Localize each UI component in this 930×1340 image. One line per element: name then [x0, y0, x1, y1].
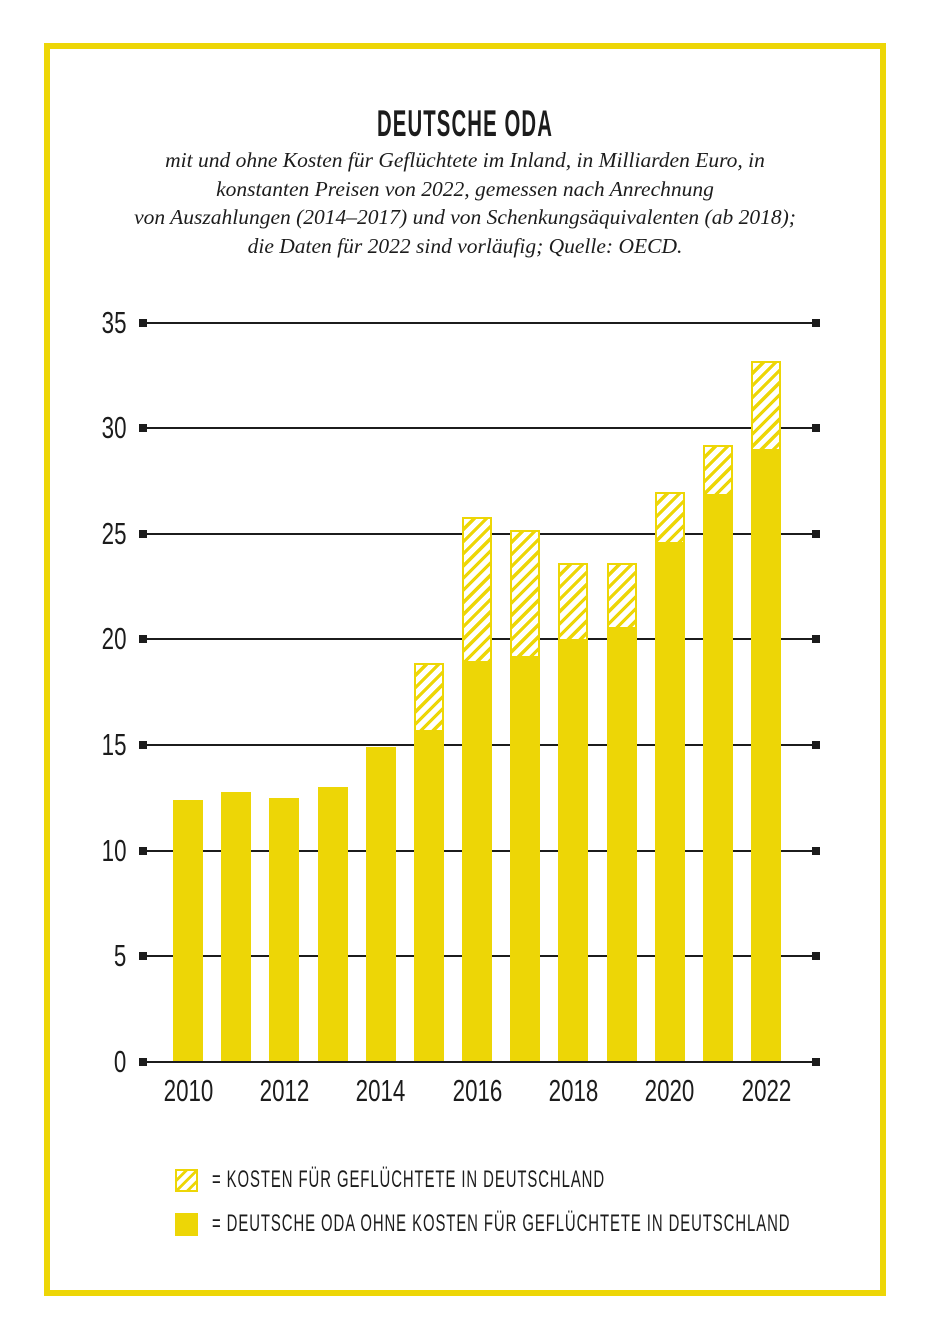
- gridline-stroke: [143, 321, 816, 324]
- gridline-end-marker: [812, 741, 820, 750]
- bar-2021-refugee-costs: [702, 445, 733, 496]
- x-axis-label-text: 2012: [259, 1073, 310, 1108]
- bar-2011-oda-base: [221, 791, 252, 1062]
- gridline-end-marker: [812, 529, 820, 538]
- x-axis-label: 2014: [336, 1074, 426, 1108]
- bar-2016-refugee-costs: [462, 516, 493, 663]
- y-axis-label-text: 15: [101, 727, 126, 763]
- y-axis-label: 10: [40, 832, 126, 868]
- chart-title: DEUTSCHE ODA: [0, 103, 930, 145]
- gridline: [139, 424, 820, 433]
- x-axis-label-text: 2018: [548, 1073, 599, 1108]
- x-axis-label-text: 2010: [163, 1073, 213, 1108]
- y-axis-label: 20: [40, 622, 126, 656]
- x-axis-line: [139, 1058, 820, 1066]
- bar-2015-oda-base: [413, 730, 444, 1062]
- page-border-frame: [44, 43, 886, 1296]
- bar-2021-oda-base: [702, 493, 733, 1062]
- y-axis-label: 5: [40, 939, 126, 973]
- bar-2017-refugee-costs: [510, 529, 541, 659]
- legend-item-refugee-costs: = KOSTEN FÜR GEFLÜCHTETE IN DEUTSCHLAND: [175, 1166, 930, 1194]
- gridline-stroke: [143, 1061, 816, 1063]
- y-axis-label-text: 5: [113, 938, 126, 974]
- gridline-end-marker: [139, 952, 147, 961]
- gridline-end-marker: [139, 529, 147, 538]
- bar-2019-refugee-costs: [606, 563, 637, 629]
- bar-2012-oda-base: [269, 797, 300, 1062]
- y-axis-label-text: 35: [101, 304, 126, 340]
- bar-2014-oda-base: [365, 747, 396, 1062]
- y-axis-label-text: 20: [101, 621, 126, 657]
- subtitle-line: mit und ohne Kosten für Geflüchtete im I…: [165, 148, 765, 172]
- y-axis-label-text: 10: [101, 832, 126, 868]
- subtitle-line: konstanten Preisen von 2022, gemessen na…: [216, 176, 714, 201]
- x-axis-label-text: 2020: [644, 1073, 695, 1108]
- gridline: [139, 318, 820, 327]
- legend-swatch-hatched: [175, 1168, 198, 1192]
- subtitle-line: von Auszahlungen (2014–2017) und von Sch…: [134, 205, 796, 229]
- gridline-end-marker: [812, 424, 820, 433]
- legend-label: = KOSTEN FÜR GEFLÜCHTETE IN DEUTSCHLAND: [212, 1166, 606, 1193]
- subtitle-line: die Daten für 2022 sind vorläufig; Quell…: [247, 233, 683, 258]
- y-axis-label: 15: [40, 728, 126, 762]
- y-axis-label-text: 25: [101, 515, 126, 551]
- bar-2013-oda-base: [317, 787, 348, 1062]
- bar-2018-refugee-costs: [558, 563, 589, 642]
- gridline-end-marker: [139, 741, 147, 750]
- gridline-end-marker: [139, 846, 147, 855]
- legend: = KOSTEN FÜR GEFLÜCHTETE IN DEUTSCHLAND …: [175, 1166, 930, 1254]
- bar-2020-oda-base: [654, 542, 685, 1062]
- x-axis-label-text: 2016: [452, 1073, 502, 1108]
- y-axis-label: 0: [40, 1045, 126, 1079]
- gridline-stroke: [143, 427, 816, 430]
- bar-2019-oda-base: [606, 626, 637, 1062]
- y-axis-label-text: 0: [113, 1044, 126, 1079]
- gridline-end-marker: [139, 1058, 147, 1066]
- gridline-end-marker: [812, 846, 820, 855]
- bar-2022-oda-base: [751, 449, 782, 1062]
- x-axis-label: 2016: [432, 1074, 522, 1108]
- x-axis-label: 2012: [239, 1074, 329, 1108]
- y-axis-label-text: 30: [101, 410, 126, 446]
- bar-2015-refugee-costs: [413, 662, 444, 733]
- bar-2017-oda-base: [510, 656, 541, 1062]
- bar-2010-oda-base: [173, 800, 203, 1062]
- gridline-end-marker: [139, 635, 147, 644]
- bar-2016-oda-base: [462, 660, 493, 1062]
- gridline-end-marker: [812, 952, 820, 961]
- x-axis-label: 2010: [143, 1074, 233, 1108]
- bar-2022-refugee-costs: [751, 360, 782, 452]
- x-axis-label: 2022: [721, 1074, 811, 1108]
- x-axis-label: 2020: [625, 1074, 715, 1108]
- gridline-end-marker: [812, 1058, 820, 1066]
- plot-area: 2010 2012 2014 2016 2018 2020 2022: [139, 318, 820, 1108]
- y-axis: 0 5 10 15 20 25 30 35: [40, 305, 126, 1079]
- legend-swatch-solid: [175, 1212, 198, 1236]
- bar-2018-oda-base: [558, 639, 589, 1062]
- gridline-end-marker: [139, 318, 147, 327]
- y-axis-label: 30: [40, 411, 126, 445]
- gridline-end-marker: [812, 635, 820, 644]
- gridline-end-marker: [139, 424, 147, 433]
- legend-item-oda-base: = DEUTSCHE ODA OHNE KOSTEN FÜR GEFLÜCHTE…: [175, 1210, 930, 1238]
- gridline-end-marker: [812, 318, 820, 327]
- x-axis-label-text: 2022: [741, 1073, 791, 1108]
- x-axis-label: 2018: [528, 1074, 618, 1108]
- x-axis-label-text: 2014: [355, 1073, 406, 1108]
- y-axis-label: 25: [40, 515, 126, 551]
- y-axis-label: 35: [40, 304, 126, 340]
- chart-subtitle: mit und ohne Kosten für Geflüchtete im I…: [90, 146, 840, 260]
- chart-title-text: DEUTSCHE ODA: [376, 103, 554, 144]
- legend-label: = DEUTSCHE ODA OHNE KOSTEN FÜR GEFLÜCHTE…: [212, 1210, 791, 1237]
- bar-2020-refugee-costs: [654, 491, 685, 545]
